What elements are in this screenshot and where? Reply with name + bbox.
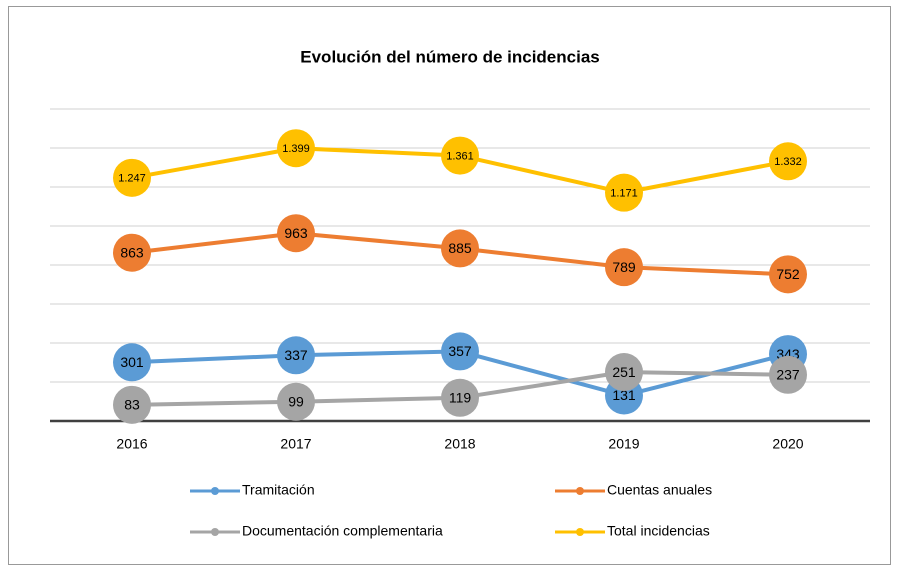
- data-label: 337: [284, 347, 308, 363]
- x-tick-label: 2017: [280, 436, 311, 452]
- point-marker: [277, 214, 315, 253]
- x-tick-label: 2019: [608, 436, 639, 452]
- point-marker: [605, 353, 643, 392]
- data-label: 1.361: [446, 151, 474, 163]
- point-marker: [113, 158, 151, 197]
- data-label: 1.332: [774, 156, 802, 168]
- point-marker: [113, 385, 151, 424]
- data-label: 1.247: [118, 173, 146, 185]
- data-label: 83: [124, 397, 140, 413]
- legend-marker: [211, 487, 219, 495]
- data-label: 237: [776, 366, 800, 382]
- data-label: 963: [284, 225, 308, 241]
- point-marker: [441, 378, 479, 417]
- legend-label: Cuentas anuales: [607, 482, 712, 498]
- point-marker: [441, 332, 479, 371]
- data-label: 863: [120, 244, 144, 260]
- point-marker: [441, 229, 479, 268]
- point-marker: [113, 343, 151, 382]
- legend-label: Documentación complementaria: [242, 523, 443, 539]
- point-marker: [441, 136, 479, 175]
- x-tick-label: 2018: [444, 436, 475, 452]
- legend-marker: [576, 528, 584, 536]
- data-label: 1.171: [610, 188, 638, 200]
- point-marker: [277, 336, 315, 375]
- chart-border: [8, 6, 891, 565]
- point-marker: [277, 129, 315, 168]
- data-label: 752: [776, 266, 800, 282]
- legend-label: Tramitación: [242, 482, 315, 498]
- point-marker: [769, 355, 807, 394]
- legend-label: Total incidencias: [607, 523, 710, 539]
- data-label: 789: [612, 259, 636, 275]
- data-label: 131: [612, 387, 636, 403]
- point-marker: [113, 233, 151, 272]
- point-marker: [605, 248, 643, 287]
- data-label: 1.399: [282, 143, 310, 155]
- point-marker: [277, 382, 315, 421]
- x-tick-label: 2016: [116, 436, 147, 452]
- legend-marker: [211, 528, 219, 536]
- point-marker: [605, 173, 643, 212]
- data-label: 251: [612, 364, 636, 380]
- legend-marker: [576, 487, 584, 495]
- data-label: 357: [448, 343, 472, 359]
- x-tick-label: 2020: [772, 436, 803, 452]
- data-label: 119: [449, 389, 472, 405]
- data-label: 885: [448, 240, 472, 256]
- data-label: 301: [120, 354, 144, 370]
- data-label: 99: [288, 393, 304, 409]
- point-marker: [769, 142, 807, 181]
- point-marker: [769, 255, 807, 294]
- chart-title: Evolución del número de incidencias: [300, 47, 599, 66]
